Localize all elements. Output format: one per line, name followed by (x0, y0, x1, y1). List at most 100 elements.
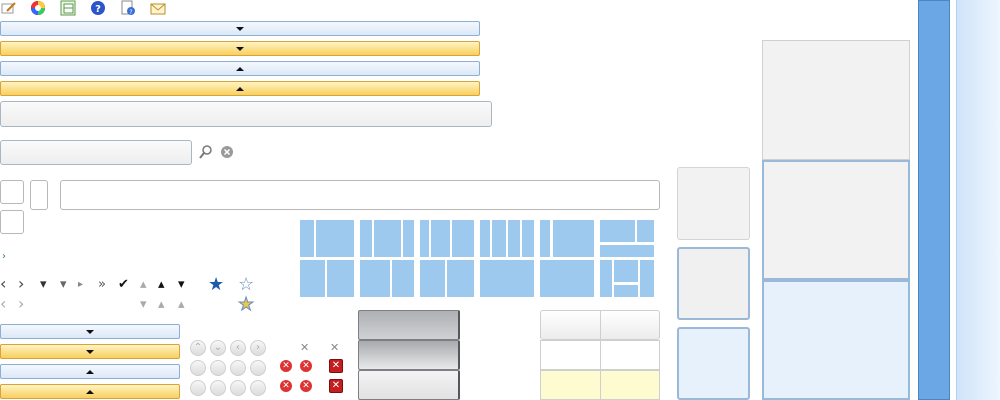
close-icon[interactable]: ✕ (300, 341, 310, 354)
panel-hover[interactable] (762, 160, 910, 280)
star-outline-icon[interactable]: ☆ (238, 274, 255, 295)
tile[interactable] (420, 260, 445, 297)
tile[interactable] (447, 260, 474, 297)
close-square-icon[interactable]: ✕ (329, 379, 343, 393)
close-circle-icon[interactable]: ✕ (300, 360, 312, 372)
gray-button-pressed[interactable] (358, 310, 460, 340)
circle-button[interactable] (230, 360, 246, 376)
tile[interactable] (600, 220, 635, 242)
dropdown-bar-up-normal[interactable] (0, 61, 480, 76)
tile[interactable] (640, 260, 654, 297)
close-circle-icon[interactable]: ✕ (280, 360, 292, 372)
circle-right-button[interactable]: › (250, 340, 266, 356)
swatch-selected[interactable] (677, 327, 750, 400)
wide-box[interactable] (60, 180, 660, 210)
chevron-right-icon[interactable]: › (18, 274, 25, 293)
table-cell[interactable] (600, 340, 660, 370)
tile[interactable] (508, 220, 520, 257)
triangle-right-icon[interactable]: ▸ (78, 279, 84, 290)
tile[interactable] (420, 220, 429, 257)
circle-left-button[interactable]: ‹ (230, 340, 246, 356)
circle-button[interactable] (190, 360, 206, 376)
tile[interactable] (637, 220, 654, 242)
tile[interactable] (392, 260, 414, 297)
dropdown-bar-down-hover[interactable] (0, 41, 480, 56)
tile[interactable] (553, 220, 594, 257)
triangle-up-icon[interactable]: ▴ (158, 277, 165, 292)
close-icon[interactable]: ✕ (330, 341, 340, 354)
circle-button[interactable] (210, 360, 226, 376)
dropdown-bar-up-hover[interactable] (0, 81, 480, 96)
close-circle-icon[interactable]: ✕ (280, 380, 292, 392)
chevron-up-icon[interactable]: ▴ (140, 277, 147, 292)
swatch-normal[interactable] (677, 167, 750, 240)
tile[interactable] (316, 220, 354, 257)
tile[interactable] (614, 260, 638, 282)
close-circle-icon[interactable]: ✕ (300, 380, 312, 392)
circle-down-button[interactable]: ⌄ (210, 340, 226, 356)
small-dropdown-down-normal[interactable] (0, 324, 180, 339)
close-square-icon[interactable]: ✕ (329, 359, 343, 373)
panel-normal[interactable] (762, 40, 910, 160)
tile[interactable] (540, 220, 550, 257)
double-chevron-right-icon[interactable]: » (98, 277, 106, 292)
check-icon[interactable]: ✔ (118, 277, 129, 292)
small-dropdown-up-hover[interactable] (0, 384, 180, 399)
circle-button[interactable] (230, 380, 246, 396)
swatch-hover[interactable] (677, 247, 750, 320)
table-cell-highlighted[interactable] (600, 370, 660, 400)
gray-button-normal[interactable] (358, 370, 460, 400)
tile[interactable] (600, 260, 612, 297)
clear-search-icon[interactable] (220, 145, 234, 159)
tile[interactable] (614, 285, 638, 297)
help-document-icon[interactable]: ? (120, 0, 136, 16)
tile[interactable] (300, 260, 325, 297)
tile[interactable] (300, 220, 314, 257)
circle-button[interactable] (190, 380, 206, 396)
star-filled-icon[interactable]: ★ (208, 274, 225, 295)
tile[interactable] (480, 260, 534, 297)
edit-icon[interactable] (1, 0, 17, 16)
circle-up-button[interactable]: ⌃ (190, 340, 206, 356)
tile[interactable] (522, 220, 534, 257)
small-dropdown-up-normal[interactable] (0, 364, 180, 379)
table-cell[interactable] (540, 310, 601, 340)
vertical-bar-active[interactable] (918, 0, 950, 400)
tile[interactable] (360, 220, 372, 257)
tile[interactable] (492, 220, 506, 257)
narrow-box[interactable] (30, 180, 48, 210)
panel-selected[interactable] (762, 280, 910, 400)
table-cell[interactable] (540, 340, 601, 370)
triangle-down-gray-icon[interactable]: ▾ (60, 277, 67, 292)
checkbox-small[interactable] (0, 210, 24, 234)
tile[interactable] (360, 260, 390, 297)
vertical-bar-light[interactable] (956, 0, 1000, 400)
checkbox-large[interactable] (0, 180, 24, 204)
tile[interactable] (327, 260, 354, 297)
circle-button[interactable] (250, 380, 266, 396)
mail-icon[interactable] (150, 0, 166, 16)
tile[interactable] (452, 220, 474, 257)
tile[interactable] (403, 220, 414, 257)
triangle-down-icon[interactable]: ▾ (40, 277, 47, 292)
star-gold-icon[interactable]: ★ (237, 294, 255, 315)
gray-button-hover[interactable] (358, 340, 460, 370)
table-cell-highlighted[interactable] (540, 370, 601, 400)
chevron-left-icon[interactable]: ‹ (0, 274, 7, 293)
color-wheel-icon[interactable] (30, 0, 46, 16)
dropdown-bar-down-normal[interactable] (0, 21, 480, 36)
tile[interactable] (480, 220, 490, 257)
text-input[interactable] (0, 101, 492, 127)
search-icon[interactable] (199, 145, 213, 159)
tile[interactable] (374, 220, 401, 257)
table-icon[interactable] (60, 0, 76, 16)
small-dropdown-down-hover[interactable] (0, 344, 180, 359)
search-input[interactable] (0, 140, 192, 165)
tile[interactable] (540, 260, 594, 297)
help-icon[interactable]: ? (90, 0, 106, 16)
table-cell[interactable] (600, 310, 660, 340)
tile[interactable] (431, 220, 450, 257)
tile[interactable] (600, 245, 654, 257)
triangle-down-black-icon[interactable]: ▾ (178, 277, 185, 292)
circle-button[interactable] (250, 360, 266, 376)
